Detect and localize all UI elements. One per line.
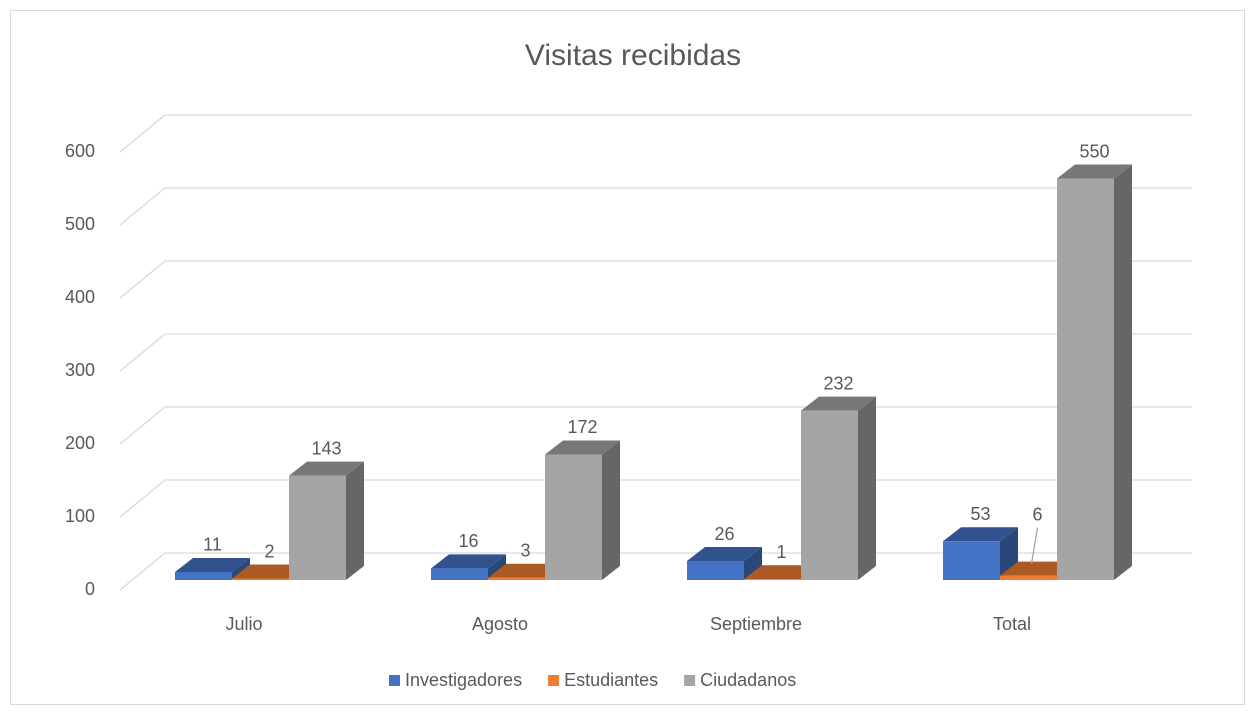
bar-top bbox=[943, 527, 1018, 542]
data-label: 6 bbox=[1032, 504, 1042, 524]
bar bbox=[175, 557, 250, 580]
data-label: 26 bbox=[714, 524, 734, 544]
bar-front bbox=[1000, 575, 1057, 580]
bar-front bbox=[801, 410, 858, 580]
bar-front bbox=[1057, 178, 1114, 580]
legend-swatch bbox=[389, 675, 400, 686]
chart-title: Visitas recibidas bbox=[525, 39, 741, 72]
bar-front bbox=[488, 577, 545, 580]
y-tick-label: 500 bbox=[65, 214, 95, 234]
chart-border bbox=[10, 10, 1245, 705]
legend-swatch bbox=[548, 675, 560, 686]
y-tick-label: 0 bbox=[85, 579, 95, 599]
bar bbox=[687, 547, 762, 580]
bar-top bbox=[232, 564, 307, 579]
bar-top bbox=[289, 461, 364, 476]
bar-side bbox=[744, 547, 762, 580]
data-label: 232 bbox=[823, 373, 853, 393]
bar-front bbox=[943, 541, 1000, 580]
y-tick-label: 600 bbox=[65, 141, 95, 161]
bar-top bbox=[801, 396, 876, 411]
data-label: 172 bbox=[567, 417, 597, 437]
bar-front bbox=[289, 475, 346, 580]
bar-top bbox=[1057, 164, 1132, 179]
bar bbox=[289, 461, 364, 580]
data-label: 1 bbox=[776, 542, 786, 562]
bar-top bbox=[687, 547, 762, 562]
data-label: 53 bbox=[970, 504, 990, 524]
data-label: 550 bbox=[1079, 141, 1109, 161]
bar-side bbox=[232, 557, 250, 580]
data-label: 3 bbox=[520, 541, 530, 561]
legend-label: Investigadores bbox=[405, 670, 522, 690]
bar-top bbox=[488, 563, 563, 578]
data-label: 11 bbox=[203, 535, 222, 555]
bar-side bbox=[602, 440, 620, 580]
y-tick-label: 100 bbox=[65, 506, 95, 526]
bar-front bbox=[175, 571, 232, 580]
bar-front bbox=[431, 568, 488, 580]
grid-line bbox=[119, 114, 1192, 153]
bar-front bbox=[744, 579, 801, 580]
x-tick-label: Septiembre bbox=[710, 614, 802, 634]
bar bbox=[801, 396, 876, 580]
legend-label: Estudiantes bbox=[564, 670, 658, 690]
bar bbox=[431, 554, 506, 580]
leader-line bbox=[1030, 527, 1039, 564]
bar-side bbox=[1114, 164, 1132, 580]
bar-top bbox=[431, 554, 506, 569]
legend-swatch bbox=[684, 675, 696, 686]
bar-front bbox=[232, 578, 289, 580]
grid-line bbox=[119, 333, 1192, 372]
y-tick-label: 200 bbox=[65, 433, 95, 453]
grid-line bbox=[119, 187, 1192, 226]
bar-top bbox=[744, 565, 819, 580]
x-tick-label: Julio bbox=[225, 614, 262, 634]
y-tick-label: 400 bbox=[65, 287, 95, 307]
bar-side bbox=[346, 461, 364, 580]
data-label: 2 bbox=[264, 541, 274, 561]
bar-top bbox=[1000, 561, 1075, 576]
bar-side bbox=[858, 396, 876, 580]
bar bbox=[1057, 164, 1132, 580]
y-tick-label: 300 bbox=[65, 360, 95, 380]
bar-front bbox=[687, 561, 744, 580]
bar-front bbox=[545, 454, 602, 580]
bar bbox=[545, 440, 620, 580]
x-tick-label: Total bbox=[993, 614, 1031, 634]
grid-line bbox=[119, 260, 1192, 299]
legend-label: Ciudadanos bbox=[700, 670, 796, 690]
bar-top bbox=[175, 557, 250, 572]
data-label: 143 bbox=[311, 438, 341, 458]
data-label: 16 bbox=[458, 531, 478, 551]
bar-top bbox=[545, 440, 620, 455]
x-tick-label: Agosto bbox=[472, 614, 528, 634]
bar-side bbox=[488, 554, 506, 580]
